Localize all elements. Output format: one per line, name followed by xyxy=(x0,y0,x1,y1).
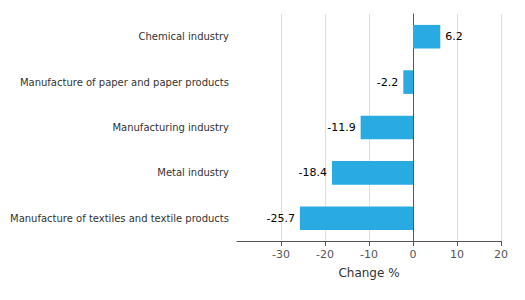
svg-text:-20: -20 xyxy=(316,248,334,261)
svg-text:Metal industry: Metal industry xyxy=(157,167,229,178)
svg-text:-18.4: -18.4 xyxy=(299,166,327,179)
svg-text:Manufacture of paper and paper: Manufacture of paper and paper products xyxy=(20,77,229,88)
svg-text:0: 0 xyxy=(409,248,416,261)
svg-text:-11.9: -11.9 xyxy=(327,121,355,134)
svg-text:Chemical industry: Chemical industry xyxy=(138,31,229,42)
svg-text:10: 10 xyxy=(450,248,464,261)
svg-text:Manufacturing industry: Manufacturing industry xyxy=(112,122,229,133)
svg-text:-30: -30 xyxy=(272,248,290,261)
svg-text:Change %: Change % xyxy=(338,266,399,280)
svg-text:6.2: 6.2 xyxy=(445,30,463,43)
svg-text:Manufacture of textiles and te: Manufacture of textiles and textile prod… xyxy=(10,213,229,224)
svg-text:20: 20 xyxy=(494,248,508,261)
svg-text:-25.7: -25.7 xyxy=(266,212,294,225)
svg-text:-2.2: -2.2 xyxy=(377,76,398,89)
svg-text:-10: -10 xyxy=(360,248,378,261)
